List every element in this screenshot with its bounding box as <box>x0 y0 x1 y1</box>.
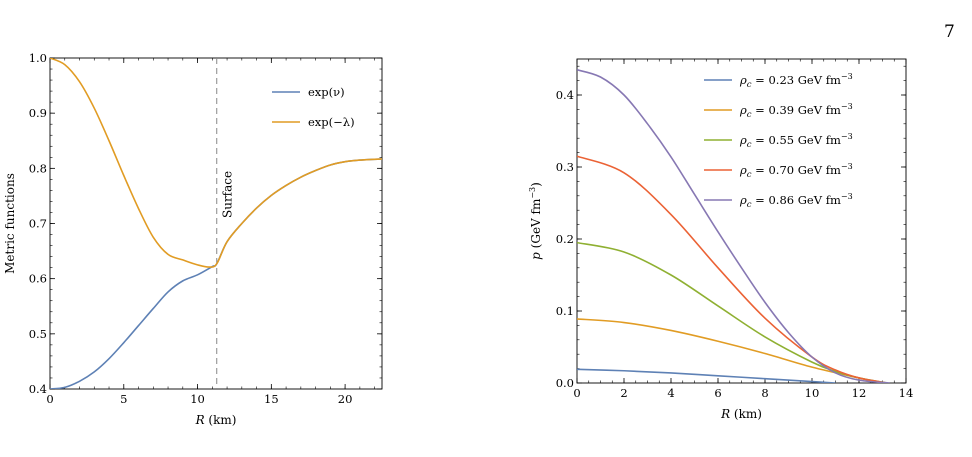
surface-annotation: Surface <box>221 171 235 218</box>
y-tick-label: 0.4 <box>29 382 47 396</box>
x-tick-label: 2 <box>620 386 627 400</box>
x-axis-label: R (km) <box>720 407 762 421</box>
page-number: 7 <box>944 22 955 42</box>
plot-frame <box>49 57 383 390</box>
series-line-2 <box>50 58 382 268</box>
x-tick-label: 6 <box>714 386 721 400</box>
x-tick-label: 10 <box>190 392 205 406</box>
x-tick-label: 8 <box>761 386 768 400</box>
series-line-1 <box>577 368 836 383</box>
x-tick-label: 20 <box>338 392 353 406</box>
series-line-1 <box>50 158 382 389</box>
series-line-4 <box>577 155 888 383</box>
x-tick-label: 10 <box>805 386 820 400</box>
y-tick-label: 0.6 <box>29 272 47 286</box>
legend-label-1: ρc = 0.23 GeV fm−3 <box>739 72 853 90</box>
legend-label-1: exp(ν) <box>308 85 345 99</box>
y-tick-label: 0.0 <box>556 376 574 390</box>
y-tick-label: 0.3 <box>556 160 574 174</box>
y-tick-label: 1.0 <box>29 51 47 65</box>
x-tick-label: 0 <box>46 392 53 406</box>
legend-label-3: ρc = 0.55 GeV fm−3 <box>739 132 853 150</box>
x-tick-label: 15 <box>264 392 279 406</box>
x-axis-label: R (km) <box>195 413 237 427</box>
y-tick-label: 0.5 <box>29 327 47 341</box>
x-tick-label: 12 <box>852 386 867 400</box>
series-line-5 <box>577 69 890 383</box>
y-tick-label: 0.7 <box>29 217 47 231</box>
series-line-3 <box>577 241 888 383</box>
y-axis-label: p (GeV fm−3) <box>528 182 543 260</box>
y-tick-label: 0.9 <box>29 106 47 120</box>
x-tick-label: 4 <box>667 386 674 400</box>
y-tick-label: 0.1 <box>556 304 574 318</box>
legend-label-2: ρc = 0.39 GeV fm−3 <box>739 102 853 120</box>
y-tick-label: 0.8 <box>29 161 47 175</box>
y-tick-label: 0.4 <box>556 88 574 102</box>
pressure-chart: 0 2 4 6 8 10 12 14 0.0 0.1 0.2 0.3 0.4 ρc = 0.23 GeV … <box>528 58 914 421</box>
legend-label-5: ρc = 0.86 GeV fm−3 <box>739 192 853 210</box>
y-axis-label: Metric functions <box>3 173 17 274</box>
legend-label-4: ρc = 0.70 GeV fm−3 <box>739 162 853 180</box>
metric-functions-chart: 0 5 10 15 20 0.4 0.5 0.6 0.7 0.8 0.9 1.0 Surface exp(… <box>3 51 383 427</box>
y-tick-label: 0.2 <box>556 232 574 246</box>
legend-label-2: exp(−λ) <box>308 115 355 129</box>
x-tick-label: 0 <box>573 386 580 400</box>
x-tick-label: 5 <box>120 392 127 406</box>
x-tick-label: 14 <box>899 386 914 400</box>
